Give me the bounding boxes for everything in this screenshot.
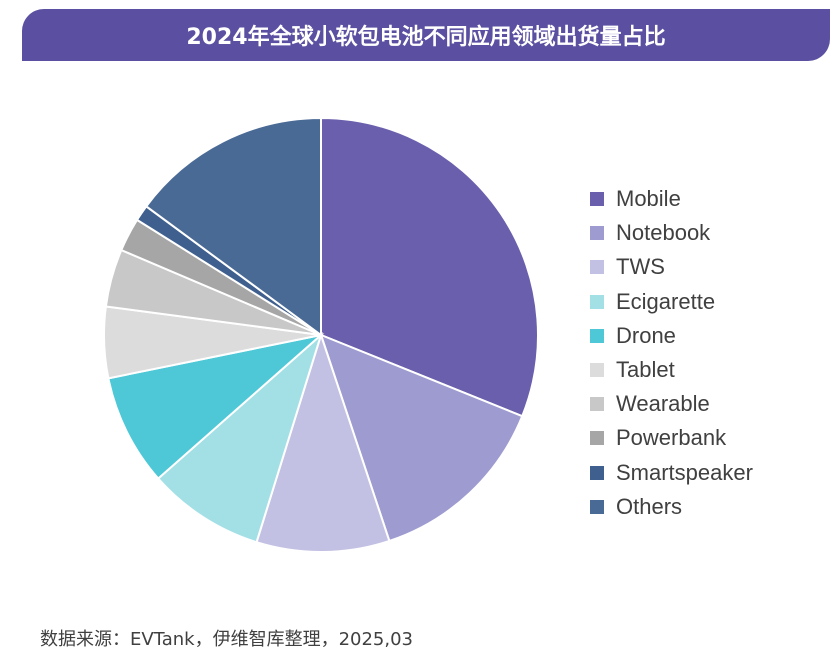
pie-slice-tws	[255, 331, 391, 553]
legend-label: Drone	[616, 322, 676, 348]
legend-item-others: Others	[590, 490, 753, 524]
legend-label: Notebook	[616, 220, 711, 246]
legend-item-powerbank: Powerbank	[590, 421, 753, 455]
legend-label: Wearable	[616, 391, 710, 417]
legend-item-drone: Drone	[590, 319, 753, 353]
legend-label: Smartspeaker	[616, 459, 753, 485]
legend-item-mobile: Mobile	[590, 182, 753, 216]
legend-label: Others	[616, 493, 683, 519]
legend-swatch	[590, 465, 604, 480]
pie-slice-others	[144, 116, 322, 337]
pie-slice-ecigarette	[156, 331, 324, 544]
legend-item-notebook: Notebook	[590, 216, 753, 250]
legend-swatch	[590, 499, 604, 514]
legend-swatch	[590, 260, 604, 275]
legend-item-tablet: Tablet	[590, 353, 753, 387]
legend-label: TWS	[616, 254, 665, 280]
legend-item-wearable: Wearable	[590, 387, 753, 421]
legend-label: Ecigarette	[616, 288, 716, 314]
legend-item-ecigarette: Ecigarette	[590, 285, 753, 319]
legend-swatch	[590, 226, 604, 241]
legend-label: Powerbank	[616, 425, 727, 451]
pie-slice-drone	[107, 333, 325, 480]
legend-swatch	[590, 363, 604, 378]
source-note: 数据来源：EVTank，伊维智库整理，2025,03	[40, 629, 413, 650]
legend-label: Tablet	[616, 357, 675, 383]
pie-slice-mobile	[320, 116, 539, 418]
legend-swatch	[590, 397, 604, 412]
legend-item-smartspeaker: Smartspeaker	[590, 456, 753, 490]
legend-swatch	[590, 431, 604, 446]
legend-item-tws: TWS	[590, 250, 753, 284]
chart-title: 2024年全球小软包电池不同应用领域出货量占比	[22, 9, 830, 61]
legend: Mobile Notebook TWS Ecigarette Drone Tablet We…	[590, 182, 753, 524]
pie-slice-notebook	[319, 333, 524, 543]
legend-swatch	[590, 328, 604, 343]
legend-swatch	[590, 294, 604, 309]
legend-label: Mobile	[616, 186, 681, 212]
legend-swatch	[590, 192, 604, 207]
